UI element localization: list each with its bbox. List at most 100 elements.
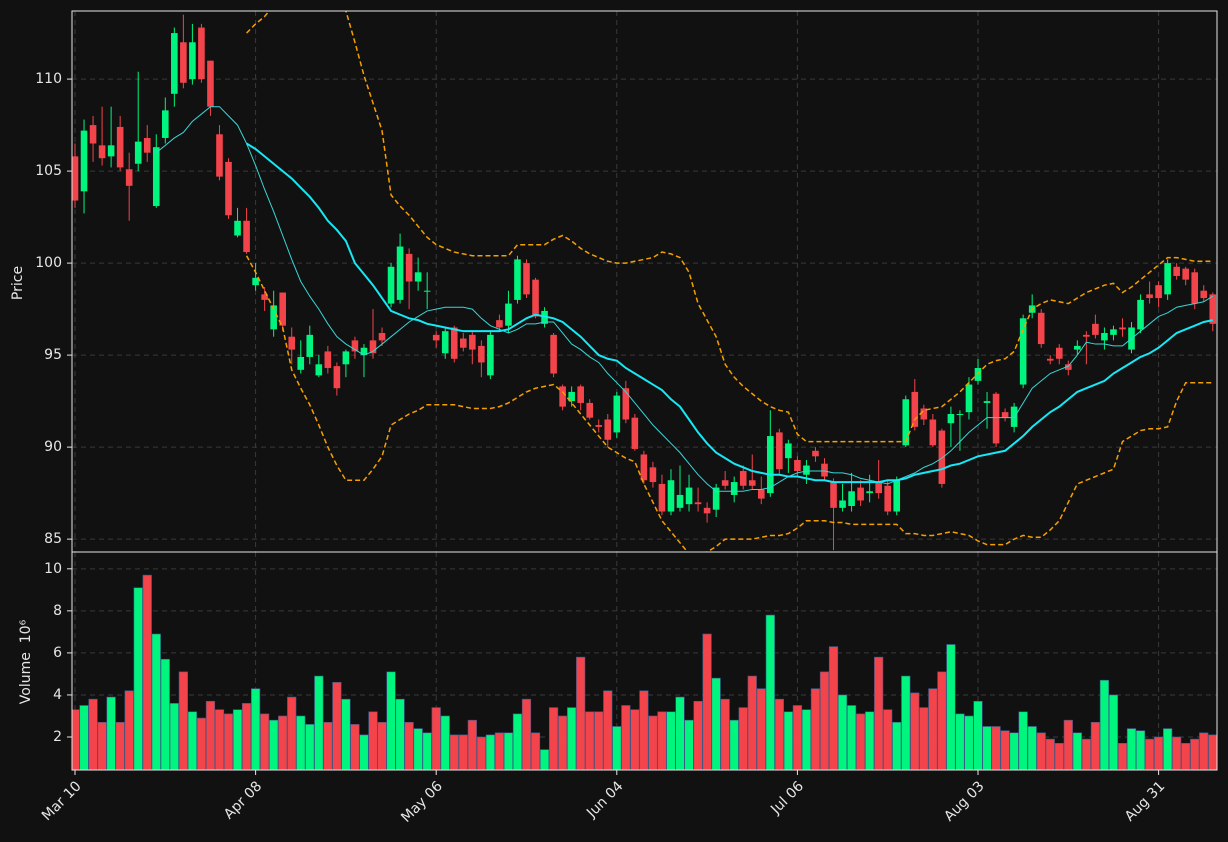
volume-bar bbox=[874, 656, 884, 770]
candle-body bbox=[640, 454, 648, 481]
candle-body bbox=[839, 500, 846, 508]
candle-body bbox=[685, 487, 693, 505]
volume-bar bbox=[1009, 732, 1019, 770]
volume-panel bbox=[72, 574, 1217, 770]
indicator-line bbox=[245, 255, 1213, 552]
volume-bar bbox=[666, 711, 676, 770]
indicator-line bbox=[246, 11, 1213, 443]
candle-body bbox=[550, 334, 557, 374]
volume-bar bbox=[919, 707, 929, 770]
y-tick-label: 4 bbox=[53, 687, 62, 703]
candle-body bbox=[387, 266, 395, 304]
volume-bar bbox=[1072, 732, 1082, 770]
candle-body bbox=[496, 320, 503, 328]
volume-bar bbox=[251, 688, 261, 770]
candle-body bbox=[152, 147, 160, 207]
volume-bar bbox=[801, 709, 812, 770]
candle-body bbox=[794, 459, 801, 472]
candle-body bbox=[631, 417, 639, 449]
candle-body bbox=[938, 430, 946, 484]
volume-bar bbox=[1117, 743, 1128, 770]
candle-body bbox=[216, 134, 223, 177]
candle-body bbox=[739, 471, 747, 486]
candle-body bbox=[703, 507, 711, 514]
candle-body bbox=[757, 489, 765, 499]
candle-body bbox=[143, 137, 151, 153]
volume-bar bbox=[512, 713, 523, 770]
volume-bar bbox=[296, 715, 306, 770]
volume-bar bbox=[774, 698, 784, 770]
volume-bar bbox=[431, 707, 441, 770]
candle-body bbox=[830, 482, 837, 508]
candle-body bbox=[857, 487, 864, 501]
candle-body bbox=[306, 334, 314, 357]
candle-body bbox=[902, 399, 910, 446]
candle-body bbox=[523, 263, 530, 295]
y-tick-label: 8 bbox=[53, 603, 62, 619]
candle-body bbox=[730, 482, 738, 495]
candle-body bbox=[405, 253, 413, 282]
candle-body bbox=[234, 220, 241, 236]
volume-bar bbox=[287, 696, 297, 770]
candle-body bbox=[1155, 285, 1162, 299]
candle-body bbox=[514, 259, 521, 300]
candle-body bbox=[171, 33, 178, 94]
volume-bar bbox=[964, 715, 974, 770]
volume-bar bbox=[1135, 730, 1146, 770]
volume-bar bbox=[1181, 743, 1191, 770]
candle-body bbox=[441, 331, 449, 354]
volume-bar bbox=[901, 675, 911, 770]
candle-body bbox=[649, 467, 657, 483]
volume-bar bbox=[1090, 721, 1100, 770]
candle-body bbox=[360, 347, 368, 356]
candle-body bbox=[1119, 327, 1126, 330]
volume-bar bbox=[323, 721, 333, 770]
volume-frame bbox=[71, 551, 1218, 771]
candle-body bbox=[983, 401, 991, 403]
volume-bar bbox=[1126, 728, 1137, 770]
candle-body bbox=[911, 391, 919, 427]
candle-body bbox=[1101, 333, 1108, 341]
y-tick-label: 110 bbox=[35, 71, 62, 87]
candle-body bbox=[1083, 334, 1090, 337]
candle-body bbox=[207, 60, 214, 107]
y-tick-label: 2 bbox=[53, 729, 62, 745]
volume-bar bbox=[594, 711, 604, 770]
volume-bar bbox=[223, 713, 234, 770]
volume-bar bbox=[142, 574, 152, 770]
volume-bar bbox=[422, 732, 432, 770]
volume-bar bbox=[1208, 734, 1217, 770]
y-tick-label: 10 bbox=[44, 561, 62, 577]
candle-body bbox=[604, 419, 612, 440]
volume-bar bbox=[278, 715, 288, 770]
candle-body bbox=[848, 491, 855, 506]
volume-bar bbox=[476, 736, 486, 770]
candle-body bbox=[297, 356, 305, 370]
candle-body bbox=[1209, 294, 1217, 324]
volume-bar bbox=[305, 724, 315, 770]
volume-bar bbox=[982, 726, 992, 770]
candle-body bbox=[134, 141, 142, 164]
volume-bar bbox=[530, 732, 541, 770]
volume-bar bbox=[756, 688, 766, 770]
candle-body bbox=[333, 366, 341, 389]
volume-bar bbox=[856, 713, 866, 770]
candle-body bbox=[893, 480, 901, 512]
candle-body bbox=[72, 156, 79, 201]
volume-bar bbox=[449, 734, 459, 770]
candle-body bbox=[369, 340, 377, 354]
candle-body bbox=[595, 425, 603, 427]
volume-bar bbox=[1054, 743, 1064, 770]
volume-bar bbox=[1108, 694, 1119, 770]
volume-bar bbox=[738, 707, 748, 770]
y-tick-label: 6 bbox=[53, 645, 62, 661]
volume-bar bbox=[377, 721, 387, 770]
candle-body bbox=[180, 42, 187, 83]
volume-bar bbox=[1000, 730, 1010, 770]
y-tick-label: 90 bbox=[44, 439, 62, 455]
volume-bar bbox=[341, 698, 351, 770]
candle-body bbox=[712, 487, 720, 510]
volume-bar bbox=[241, 703, 252, 770]
candle-body bbox=[622, 388, 630, 420]
